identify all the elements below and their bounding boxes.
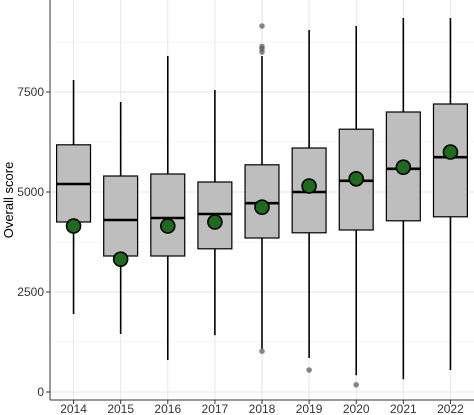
y-tick-label: 5000 [17, 185, 44, 199]
outlier-point [259, 43, 265, 50]
x-axis: 2014 2015 2016 2017 2018 2019 2020 2021 2022 [50, 399, 474, 415]
iqr-box [103, 175, 139, 257]
mean-point [395, 159, 412, 175]
y-tick-label: 0 [37, 385, 44, 399]
x-tick-label: 2017 [202, 402, 229, 415]
box-2022 [432, 18, 469, 370]
x-tick-label: 2022 [437, 402, 464, 415]
mean-point [65, 218, 82, 234]
mean-point [348, 171, 365, 187]
x-tick-label: 2015 [107, 402, 134, 415]
box-2014 [55, 80, 92, 314]
iqr-box [432, 103, 469, 218]
mean-point [254, 199, 270, 215]
x-tick-label: 2020 [343, 402, 370, 415]
iqr-box [150, 173, 186, 257]
mean-point [207, 214, 223, 230]
y-axis: 0 2500 5000 7500 [17, 0, 51, 400]
outlier-point [259, 23, 265, 29]
box-2019 [291, 30, 327, 373]
x-tick-label: 2019 [296, 402, 323, 415]
y-tick-label: 7500 [17, 85, 44, 99]
y-tick-label: 2500 [17, 285, 44, 299]
x-tick-label: 2018 [249, 402, 276, 415]
y-axis-title: Overall score [1, 162, 16, 239]
box-2015 [103, 102, 139, 334]
x-tick-label: 2016 [154, 402, 181, 415]
mean-point [159, 218, 176, 234]
mean-point [301, 178, 317, 194]
box-2020 [338, 26, 374, 388]
x-tick-label: 2021 [390, 402, 417, 415]
outlier-point [259, 348, 265, 355]
outlier-point [306, 367, 312, 373]
box-2021 [385, 18, 421, 380]
boxes [55, 18, 469, 388]
x-tick-label: 2014 [60, 402, 87, 415]
outlier-point [353, 382, 360, 388]
box-2016 [150, 56, 186, 360]
box-2017 [197, 90, 233, 336]
box-2018 [244, 23, 280, 355]
mean-point [442, 144, 459, 160]
mean-point [112, 251, 129, 268]
